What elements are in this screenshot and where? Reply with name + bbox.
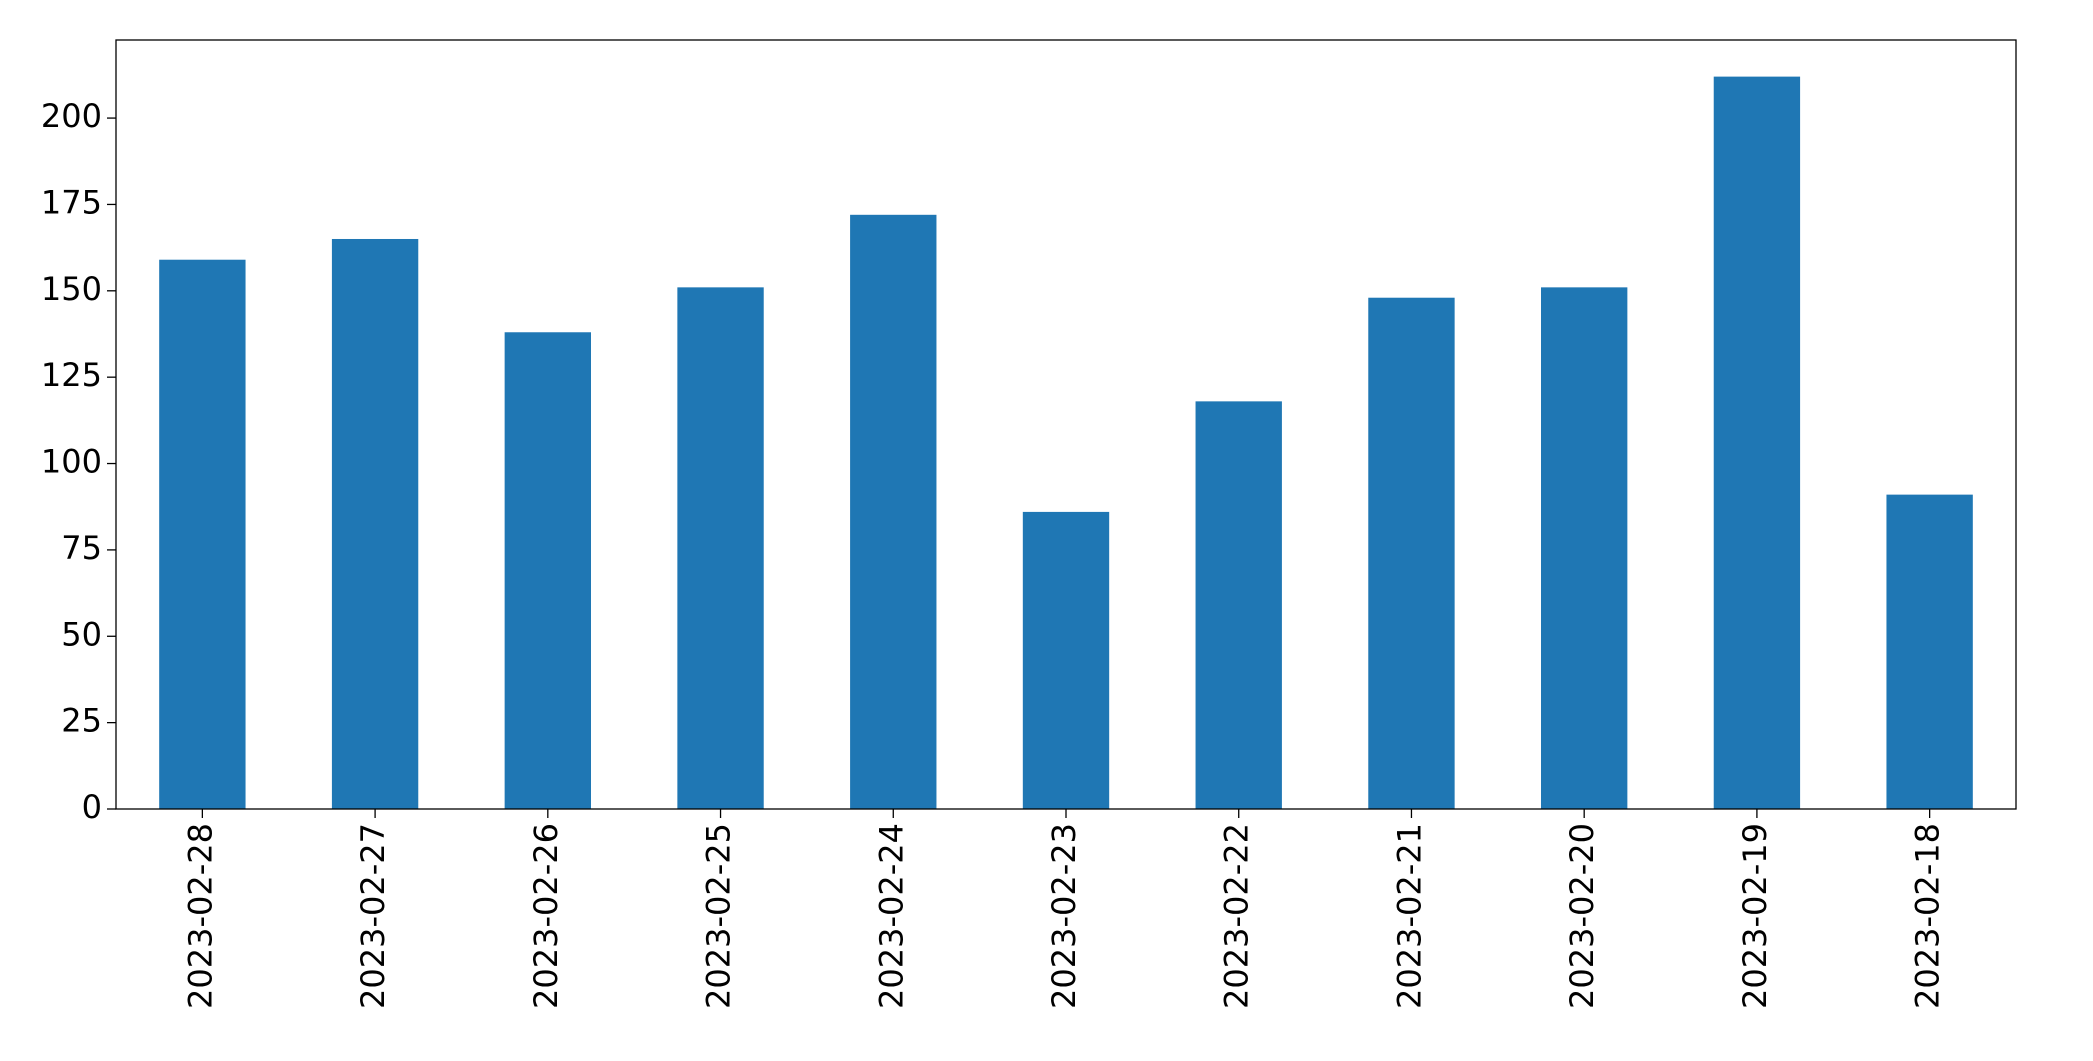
y-tick-label: 75 (61, 529, 102, 567)
x-tick-label: 2023-02-26 (527, 823, 565, 1009)
bar (504, 332, 591, 809)
bar (1886, 494, 1973, 809)
y-tick-label: 0 (82, 788, 102, 826)
y-tick-label: 25 (61, 702, 102, 740)
y-tick-label: 100 (41, 443, 102, 481)
x-tick-label: 2023-02-19 (1736, 823, 1774, 1009)
bar (677, 287, 764, 809)
bar (1022, 511, 1110, 809)
bar (331, 238, 419, 810)
bar (1541, 287, 1628, 809)
x-tick-label: 2023-02-27 (354, 823, 392, 1009)
bar (159, 259, 246, 809)
x-tick-label: 2023-02-28 (181, 823, 219, 1009)
x-tick-label: 2023-02-24 (872, 823, 910, 1009)
y-tick-label: 175 (41, 183, 102, 221)
bar (1368, 297, 1455, 809)
x-tick-label: 2023-02-22 (1218, 823, 1256, 1009)
plot-frame (115, 39, 2017, 810)
bar (850, 214, 937, 809)
y-tick-label: 150 (41, 270, 102, 308)
x-tick-label: 2023-02-18 (1909, 823, 1947, 1009)
x-tick-label: 2023-02-23 (1045, 823, 1083, 1009)
y-tick-label: 50 (61, 615, 102, 653)
y-tick-label: 200 (41, 97, 102, 135)
x-tick-label: 2023-02-20 (1563, 823, 1601, 1009)
bar (1713, 76, 1801, 810)
y-tick-label: 125 (41, 356, 102, 394)
bar (1195, 401, 1282, 809)
x-tick-label: 2023-02-25 (700, 823, 738, 1009)
x-tick-label: 2023-02-21 (1390, 823, 1428, 1009)
